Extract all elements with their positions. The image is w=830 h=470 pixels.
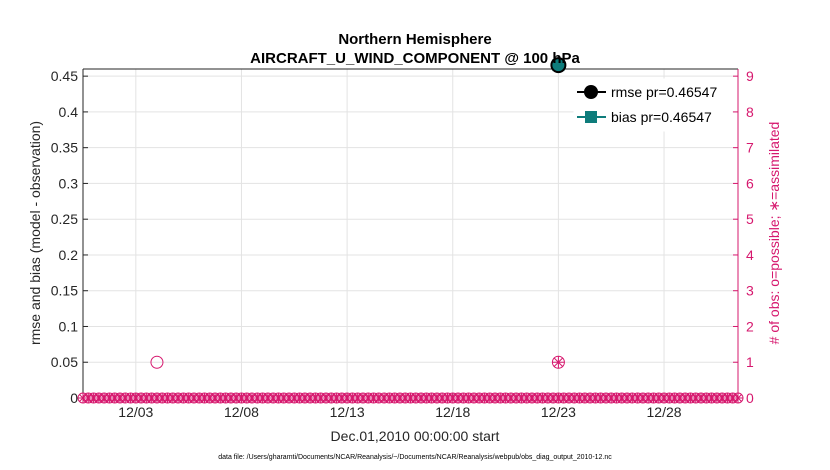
x-tick-label: 12/23 [541,404,576,420]
y-tick-label-left: 0.1 [59,318,79,334]
y-tick-label-right: 5 [746,211,754,227]
y-tick-label-right: 1 [746,354,754,370]
chart-title-line1: Northern Hemisphere [338,31,491,48]
y-axis-label-right: # of obs: o=possible; ∗=assimilated [766,122,782,345]
rmse-marker [550,57,567,74]
y-axis-label-left: rmse and bias (model - observation) [27,121,43,345]
x-tick-label: 12/08 [224,404,259,420]
x-axis-label: Dec.01,2010 00:00:00 start [331,428,500,444]
obs-possible-marker [150,355,164,369]
legend-rmse-marker [584,85,598,99]
legend-box [573,78,733,132]
x-tick-label: 12/28 [647,404,682,420]
marks [77,57,744,404]
legend-bias-label: bias pr=0.46547 [611,109,712,125]
legend-rmse-label: rmse pr=0.46547 [611,84,717,100]
y-tick-label-left: 0.35 [51,140,78,156]
obs-assimilated-marker [379,393,390,403]
y-tick-label-right: 2 [746,318,754,334]
y-tick-label-right: 3 [746,283,754,299]
obs-assimilated-marker [733,393,743,403]
obs-assimilated-stroke [553,357,563,367]
y-tick-label-left: 0.3 [59,175,79,191]
y-tick-label-left: 0.45 [51,68,78,84]
y-tick-label-right: 0 [746,390,754,406]
y-tick-label-right: 8 [746,104,754,120]
obs-assimilated-marker [552,356,565,369]
y-tick-label-left: 0 [70,390,78,406]
x-tick-label: 12/13 [330,404,365,420]
y-tick-label-left: 0.2 [59,247,79,263]
legend: rmse pr=0.46547 bias pr=0.46547 [573,78,733,132]
x-tick-label: 12/18 [435,404,470,420]
y-tick-label-right: 6 [746,175,754,191]
y-tick-label-left: 0.25 [51,211,78,227]
y-tick-label-left: 0.05 [51,354,78,370]
x-tick-label: 12/03 [118,404,153,420]
obs-assimilated-stroke [734,394,742,402]
y-tick-label-left: 0.15 [51,283,78,299]
y-tick-label-right: 4 [746,247,754,263]
y-tick-label-right: 7 [746,140,754,156]
legend-bias-marker [585,111,597,123]
y-tick-label-left: 0.4 [59,104,79,120]
y-tick-label-right: 9 [746,68,754,84]
footer-data-file: data file: /Users/gharamti/Documents/NCA… [218,454,612,461]
grid [83,69,738,398]
chart-title-line2: AIRCRAFT_U_WIND_COMPONENT @ 100 hPa [250,50,580,67]
